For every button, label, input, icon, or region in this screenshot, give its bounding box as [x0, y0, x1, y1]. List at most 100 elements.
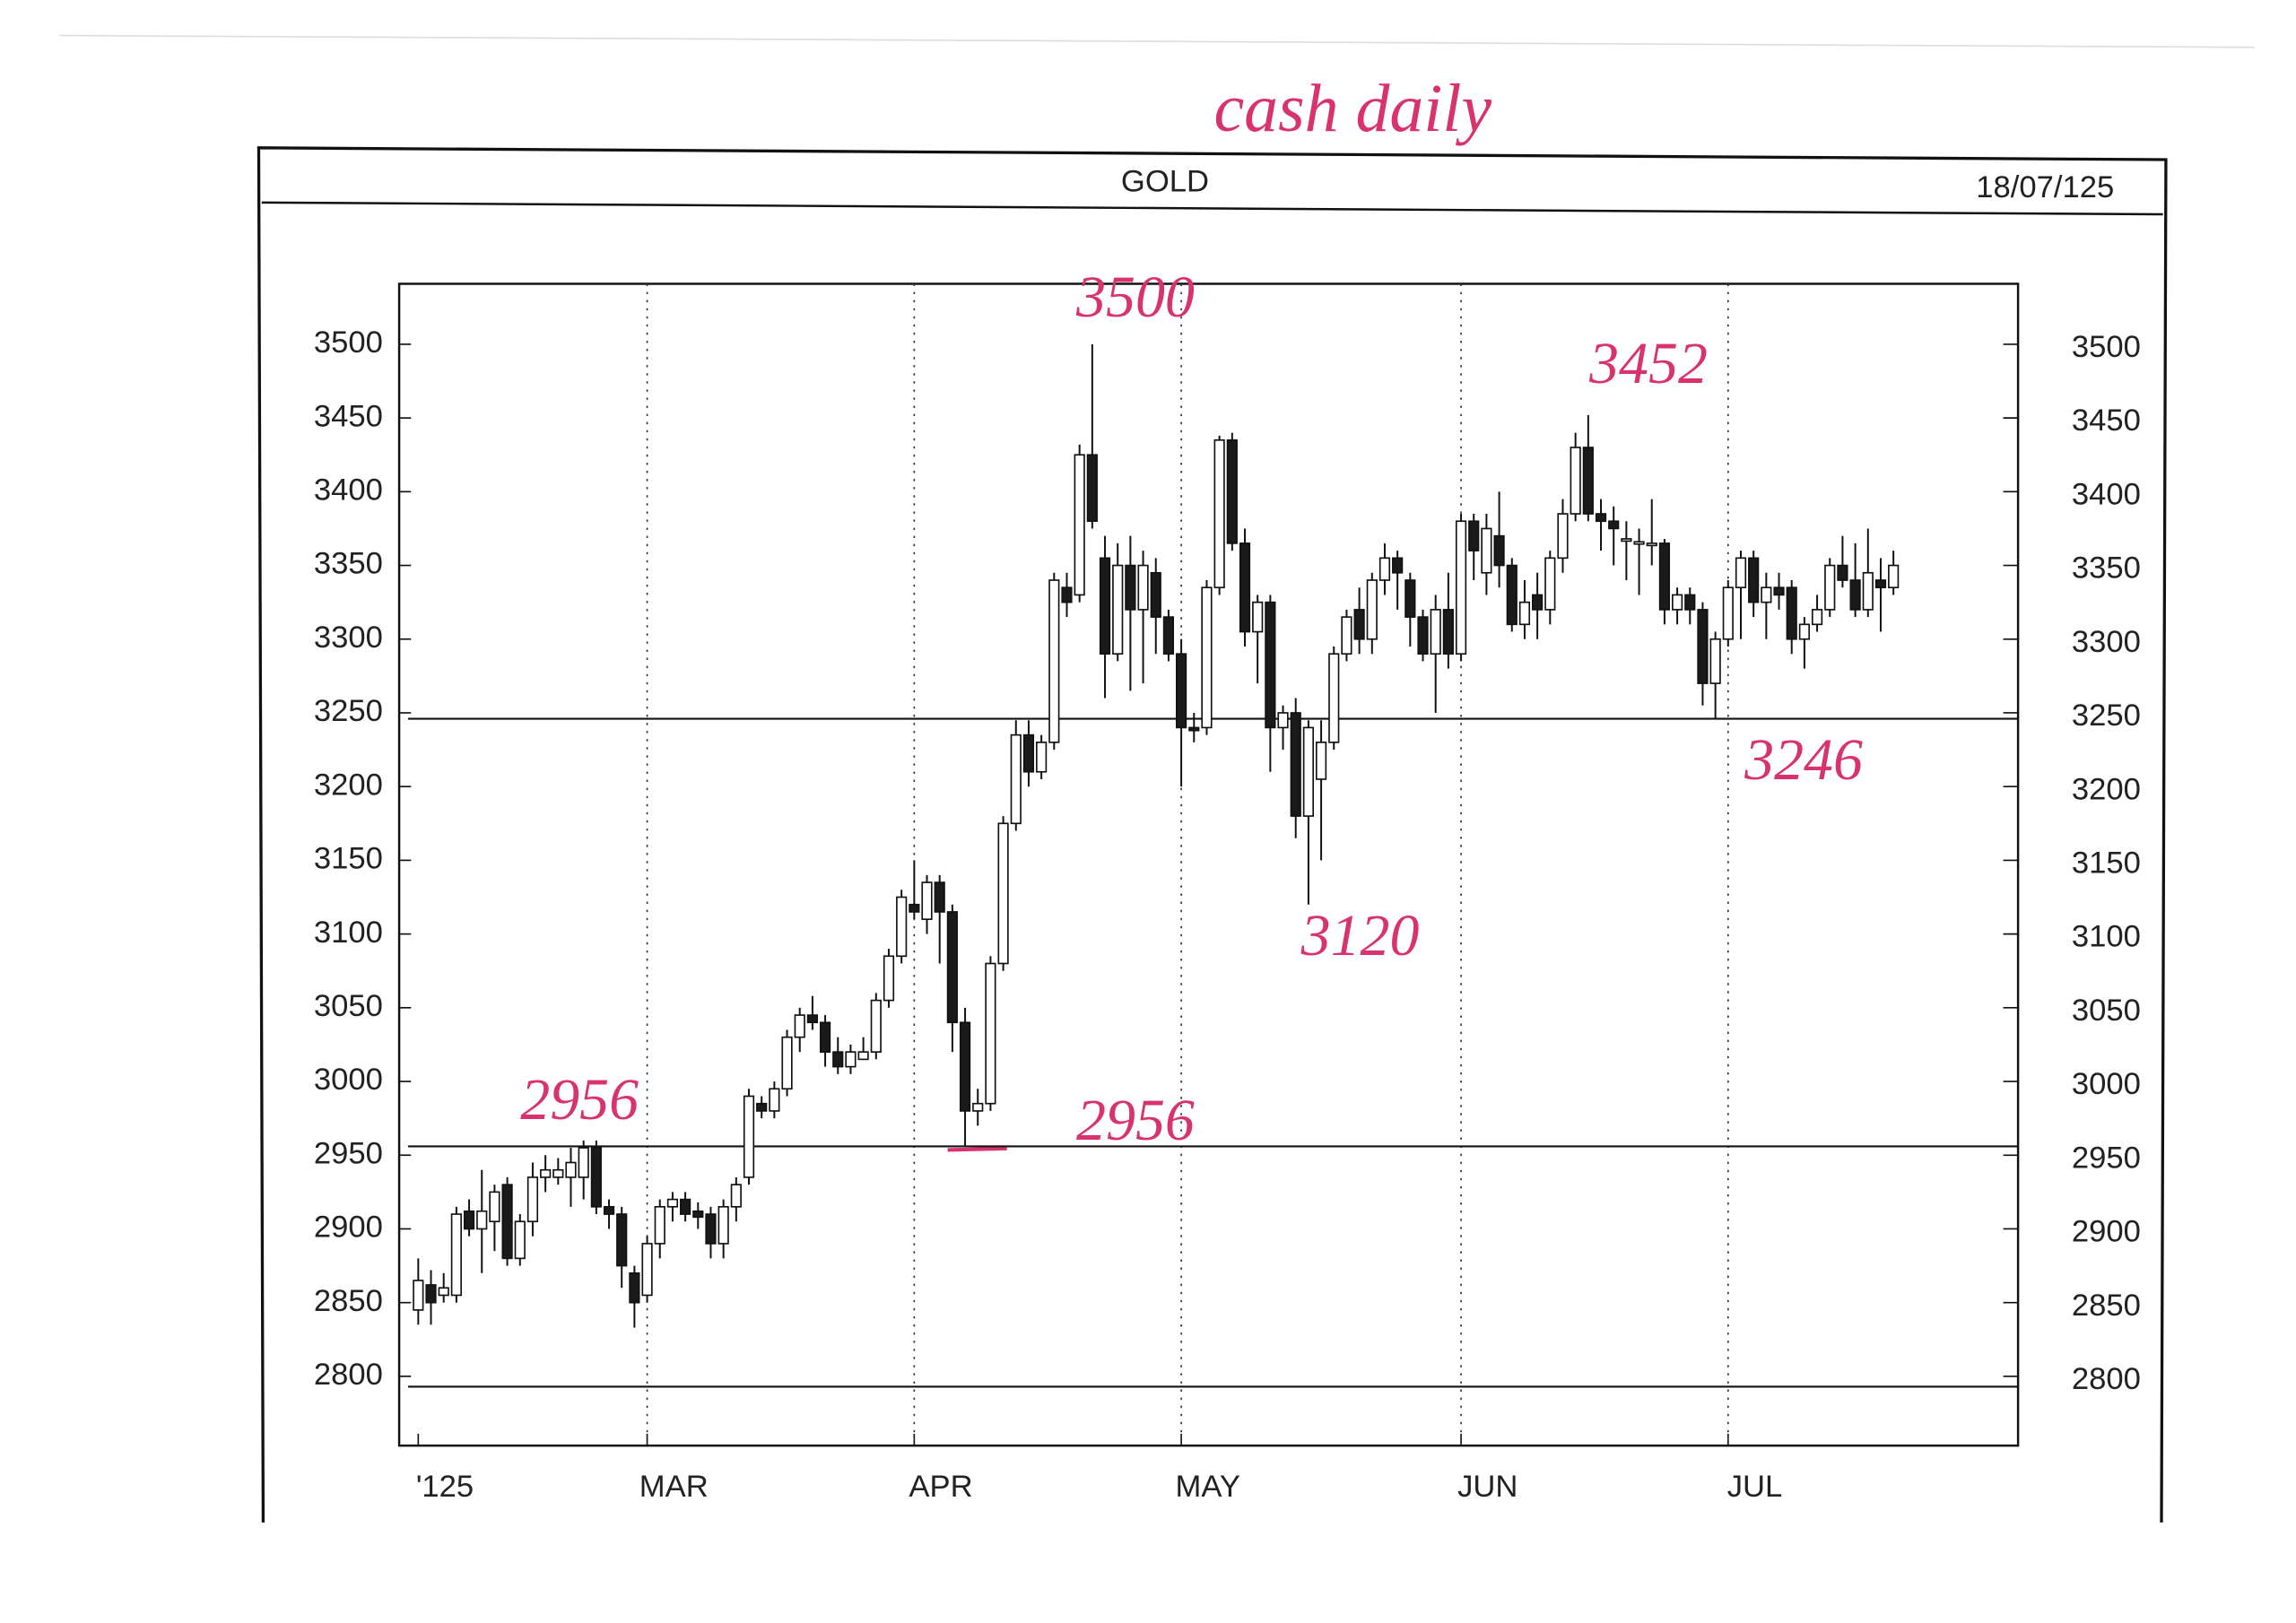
candle-body: [832, 1051, 844, 1068]
candle-body: [1378, 557, 1391, 581]
candle-body: [450, 1213, 462, 1297]
candle-body: [1239, 542, 1251, 633]
candle-body: [565, 1161, 577, 1178]
handwritten-annotation: 2956: [520, 1067, 639, 1133]
candle-body: [997, 822, 1009, 965]
handwritten-annotation: 3452: [1588, 331, 1708, 396]
y2-tick-label: 3350: [2072, 551, 2141, 586]
candle-body: [1646, 542, 1657, 547]
y-tick-label: 3150: [314, 842, 383, 876]
candle-body: [425, 1284, 437, 1304]
candle-body: [1518, 601, 1531, 626]
candle-body: [972, 1102, 984, 1112]
x-tick-label: APR: [909, 1470, 972, 1504]
candle-body: [1493, 534, 1505, 567]
candle-body: [1366, 579, 1378, 640]
candle-body: [1201, 586, 1213, 729]
candle-body: [438, 1287, 449, 1297]
candle-body: [1748, 557, 1760, 603]
candle-body: [819, 1021, 831, 1053]
chart-date: 18/07/125: [1976, 170, 2114, 204]
y2-tick-label: 3100: [2072, 920, 2141, 954]
y2-tick-label: 2900: [2072, 1215, 2141, 1249]
candle-body: [1162, 616, 1175, 655]
candle-body: [1798, 623, 1810, 640]
candle-body: [1061, 586, 1073, 603]
handwritten-annotation: 2956: [1076, 1088, 1195, 1153]
y-tick-label: 3400: [314, 473, 383, 507]
y2-tick-label: 3200: [2072, 772, 2141, 806]
candle-body: [1671, 594, 1683, 611]
candle-body: [463, 1210, 475, 1230]
candle-body: [1213, 438, 1225, 589]
y-tick-label: 3200: [314, 768, 383, 802]
outer-frame: [257, 146, 2168, 1523]
candle-body: [1532, 594, 1544, 611]
candle-body: [1709, 638, 1721, 684]
candle-body: [1150, 571, 1161, 618]
candle-body: [1786, 586, 1797, 640]
candle-body: [476, 1210, 488, 1230]
y-tick-label: 3250: [314, 694, 383, 728]
y2-tick-label: 3450: [2072, 404, 2141, 438]
candle-body: [756, 1102, 768, 1112]
x-tick-label: JUL: [1727, 1470, 1783, 1504]
y-tick-label: 3050: [314, 989, 383, 1023]
y-tick-label: 2800: [314, 1358, 383, 1392]
y-tick-label: 2850: [314, 1284, 383, 1318]
candle-body: [1341, 616, 1352, 655]
candle-body: [1176, 653, 1187, 729]
y2-tick-label: 2800: [2072, 1362, 2141, 1396]
candle-body: [718, 1205, 729, 1245]
handwritten-annotation: 3500: [1075, 265, 1195, 330]
candle-body: [1570, 447, 1581, 515]
candle-body: [590, 1147, 602, 1208]
candle-body: [603, 1205, 615, 1215]
candle-body: [1353, 609, 1365, 640]
handwritten-annotation: 3120: [1300, 903, 1420, 968]
candle-body: [666, 1198, 679, 1208]
y-tick-label: 3000: [314, 1063, 383, 1097]
candle-body: [1862, 571, 1874, 611]
candle-body: [629, 1271, 640, 1304]
candle-body: [680, 1198, 691, 1215]
candle-body: [1722, 586, 1734, 640]
candle-body: [1621, 538, 1632, 542]
candle-body: [1824, 564, 1836, 611]
candle-body: [552, 1168, 564, 1178]
chart-title: GOLD: [1121, 165, 1209, 199]
y2-tick-label: 2950: [2072, 1141, 2141, 1175]
y-tick-label: 3450: [314, 399, 383, 433]
candle-body: [896, 896, 908, 958]
candle-body: [1290, 712, 1301, 817]
candle-body: [413, 1280, 424, 1311]
candle-body: [1773, 586, 1785, 596]
candle-body: [1735, 557, 1747, 589]
candle-body: [883, 955, 895, 1002]
candle-body: [1608, 520, 1620, 530]
candle-body: [1430, 609, 1441, 655]
y-tick-label: 3350: [314, 547, 383, 581]
candle-body: [1658, 542, 1671, 611]
candle-body: [1315, 742, 1327, 780]
candle-body: [1010, 733, 1022, 825]
candle-body: [1277, 712, 1289, 729]
x-tick-label: MAR: [639, 1470, 709, 1504]
y2-tick-label: 3400: [2072, 477, 2141, 511]
candle-body: [1302, 726, 1314, 817]
handwritten-underline: [947, 1146, 1007, 1152]
candle-body: [769, 1088, 780, 1112]
candle-body: [705, 1213, 717, 1245]
candle-body: [1086, 454, 1098, 523]
candle-body: [1811, 609, 1823, 626]
candle-body: [959, 1021, 971, 1112]
candle-body: [845, 1051, 857, 1068]
candle-body: [857, 1051, 869, 1061]
candle-body: [501, 1184, 513, 1260]
candle-body: [909, 903, 920, 913]
candle-body: [1595, 513, 1607, 523]
candle-body: [1761, 586, 1772, 603]
y2-tick-label: 2850: [2072, 1289, 2141, 1323]
